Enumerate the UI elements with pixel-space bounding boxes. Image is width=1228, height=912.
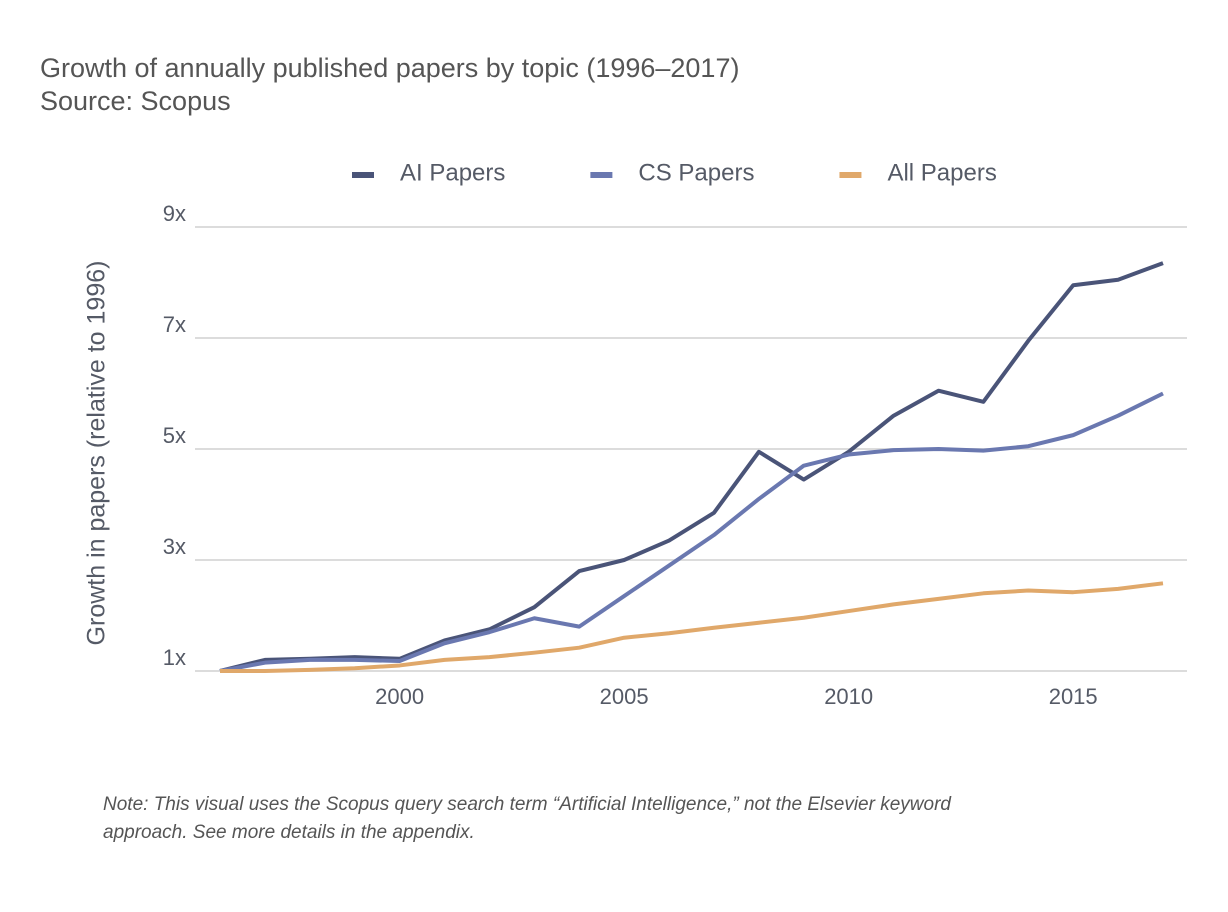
chart-subtitle: Source: Scopus (40, 86, 231, 116)
legend-label: CS Papers (638, 159, 754, 186)
y-tick-label: 9x (163, 201, 186, 226)
legend-label: All Papers (887, 159, 996, 186)
line (219, 391, 1164, 673)
x-tick-label: 2005 (600, 684, 649, 709)
note: Note: This visual uses the Scopus query … (103, 794, 952, 815)
y-axis-label: Growth in papers (relative to 1996) (83, 261, 111, 646)
line (219, 261, 1164, 673)
legend-label: AI Papers (400, 159, 505, 186)
x-tick-label: 2000 (375, 684, 424, 709)
y-tick-label: 1x (163, 645, 186, 670)
x-tick-label: 2015 (1049, 684, 1098, 709)
note: approach. See more details in the append… (103, 822, 475, 843)
y-tick-label: 3x (163, 534, 186, 559)
x-tick-label: 2010 (824, 684, 873, 709)
y-tick-label: 7x (163, 312, 186, 337)
chart-title: Growth of annually published papers by t… (40, 53, 739, 83)
y-tick-label: 5x (163, 423, 186, 448)
line (220, 581, 1164, 673)
